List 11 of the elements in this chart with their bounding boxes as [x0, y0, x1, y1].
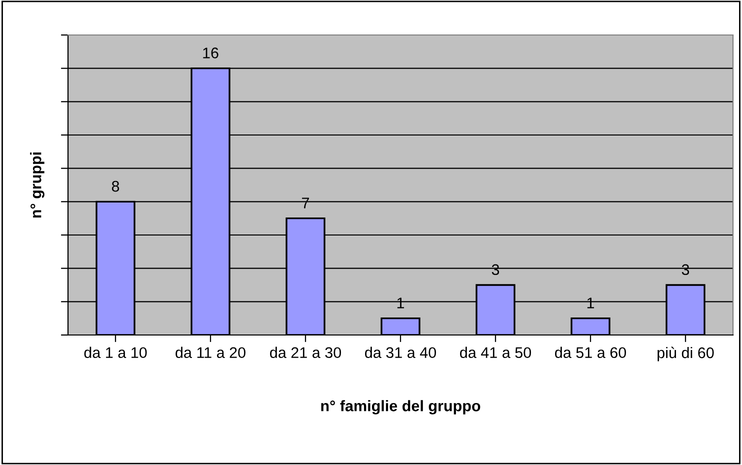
x-tick-label: più di 60 [658, 346, 714, 362]
y-axis-title: n° gruppi [30, 152, 44, 218]
x-tick-label: da 31 a 40 [365, 346, 436, 358]
x-axis-title: n° famiglie del gruppo [321, 400, 480, 414]
data-label: 16 [203, 48, 218, 58]
x-tick-label: da 41 a 50 [460, 346, 532, 358]
data-label: 8 [112, 180, 120, 192]
x-tick-label: da 11 a 20 [176, 346, 246, 358]
x-tick-label: da 1 a 10 [84, 346, 147, 358]
x-tick-label: da 51 a 60 [555, 346, 626, 358]
x-tick-label: da 21 a 30 [270, 346, 342, 358]
